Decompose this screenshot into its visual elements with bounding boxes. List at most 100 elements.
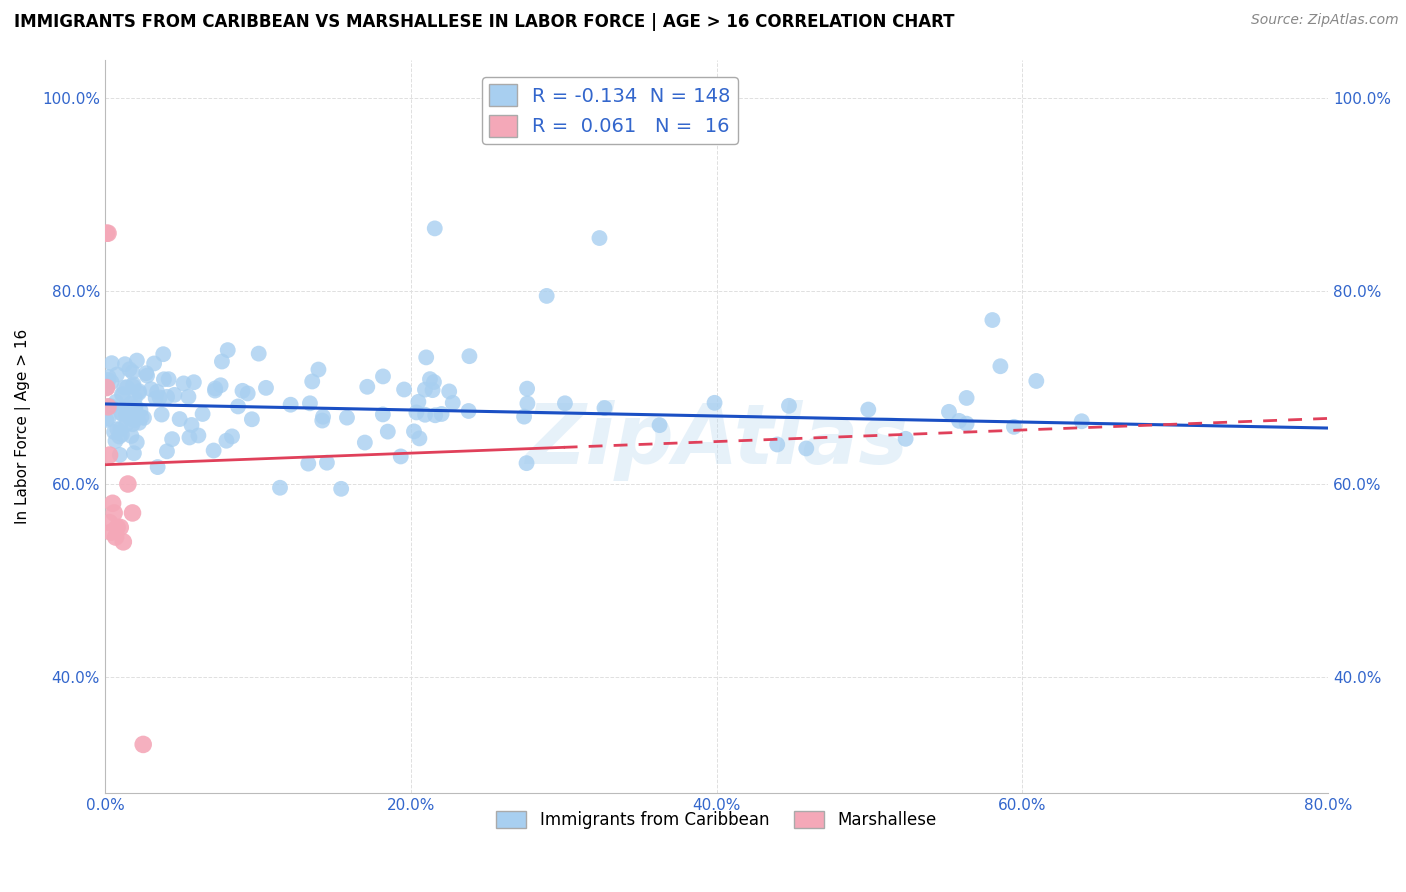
Point <box>301 375 323 389</box>
Point <box>554 396 576 410</box>
Point <box>110 407 132 421</box>
Point <box>955 417 977 431</box>
Point <box>115 380 138 394</box>
Point <box>280 398 302 412</box>
Point <box>100 525 122 540</box>
Point <box>311 413 333 427</box>
Point <box>330 482 353 496</box>
Point <box>112 534 135 549</box>
Point <box>938 405 960 419</box>
Point <box>139 382 162 396</box>
Point <box>115 400 138 414</box>
Point <box>169 412 191 426</box>
Point <box>204 384 226 398</box>
Point <box>135 366 157 380</box>
Point <box>536 289 558 303</box>
Point <box>297 457 319 471</box>
Point <box>180 417 202 432</box>
Point <box>356 380 378 394</box>
Point <box>371 369 394 384</box>
Point <box>98 448 121 462</box>
Point <box>111 407 134 421</box>
Point <box>118 411 141 425</box>
Point <box>408 394 430 409</box>
Point <box>254 381 277 395</box>
Point <box>402 425 425 439</box>
Point <box>215 434 238 448</box>
Point <box>146 460 169 475</box>
Point <box>423 221 446 235</box>
Point <box>236 386 259 401</box>
Point <box>183 375 205 389</box>
Point <box>125 435 148 450</box>
Point <box>100 375 122 389</box>
Point <box>111 427 134 442</box>
Point <box>98 516 121 530</box>
Point <box>593 401 616 415</box>
Point <box>105 368 128 382</box>
Point <box>240 412 263 426</box>
Point <box>149 391 172 405</box>
Point <box>377 425 399 439</box>
Point <box>125 353 148 368</box>
Point <box>96 381 118 395</box>
Point <box>105 520 128 534</box>
Legend: Immigrants from Caribbean, Marshallese: Immigrants from Caribbean, Marshallese <box>489 804 943 836</box>
Point <box>117 477 139 491</box>
Point <box>131 410 153 425</box>
Point <box>312 409 335 424</box>
Point <box>156 444 179 458</box>
Point <box>157 372 180 386</box>
Point <box>778 399 800 413</box>
Point <box>221 429 243 443</box>
Point <box>97 400 120 414</box>
Text: ZipAtlas: ZipAtlas <box>524 401 908 482</box>
Text: Source: ZipAtlas.com: Source: ZipAtlas.com <box>1251 13 1399 28</box>
Point <box>894 432 917 446</box>
Point <box>128 384 150 399</box>
Point <box>156 390 179 404</box>
Point <box>152 347 174 361</box>
Point <box>97 373 120 387</box>
Point <box>173 376 195 391</box>
Point <box>422 383 444 397</box>
Point <box>136 368 159 383</box>
Point <box>124 400 146 414</box>
Point <box>125 405 148 419</box>
Point <box>120 406 142 420</box>
Point <box>96 226 118 240</box>
Point <box>1070 414 1092 428</box>
Point <box>1025 374 1047 388</box>
Point <box>191 407 214 421</box>
Point <box>298 396 321 410</box>
Point <box>703 396 725 410</box>
Point <box>98 399 121 413</box>
Point <box>441 396 464 410</box>
Point <box>217 343 239 358</box>
Point <box>371 408 394 422</box>
Point <box>96 413 118 427</box>
Point <box>858 402 880 417</box>
Point <box>990 359 1012 374</box>
Point <box>97 370 120 384</box>
Point <box>588 231 610 245</box>
Point <box>516 396 538 410</box>
Point <box>211 354 233 368</box>
Point <box>405 405 427 419</box>
Point <box>122 377 145 392</box>
Point <box>648 418 671 433</box>
Point <box>100 356 122 370</box>
Point <box>458 349 481 363</box>
Point <box>108 448 131 462</box>
Point <box>955 391 977 405</box>
Point <box>408 431 430 445</box>
Point <box>121 506 143 520</box>
Point <box>128 416 150 430</box>
Point <box>437 384 460 399</box>
Point <box>129 403 152 417</box>
Point <box>114 357 136 371</box>
Point <box>124 392 146 406</box>
Point <box>209 378 232 392</box>
Point <box>96 380 118 394</box>
Point <box>415 351 437 365</box>
